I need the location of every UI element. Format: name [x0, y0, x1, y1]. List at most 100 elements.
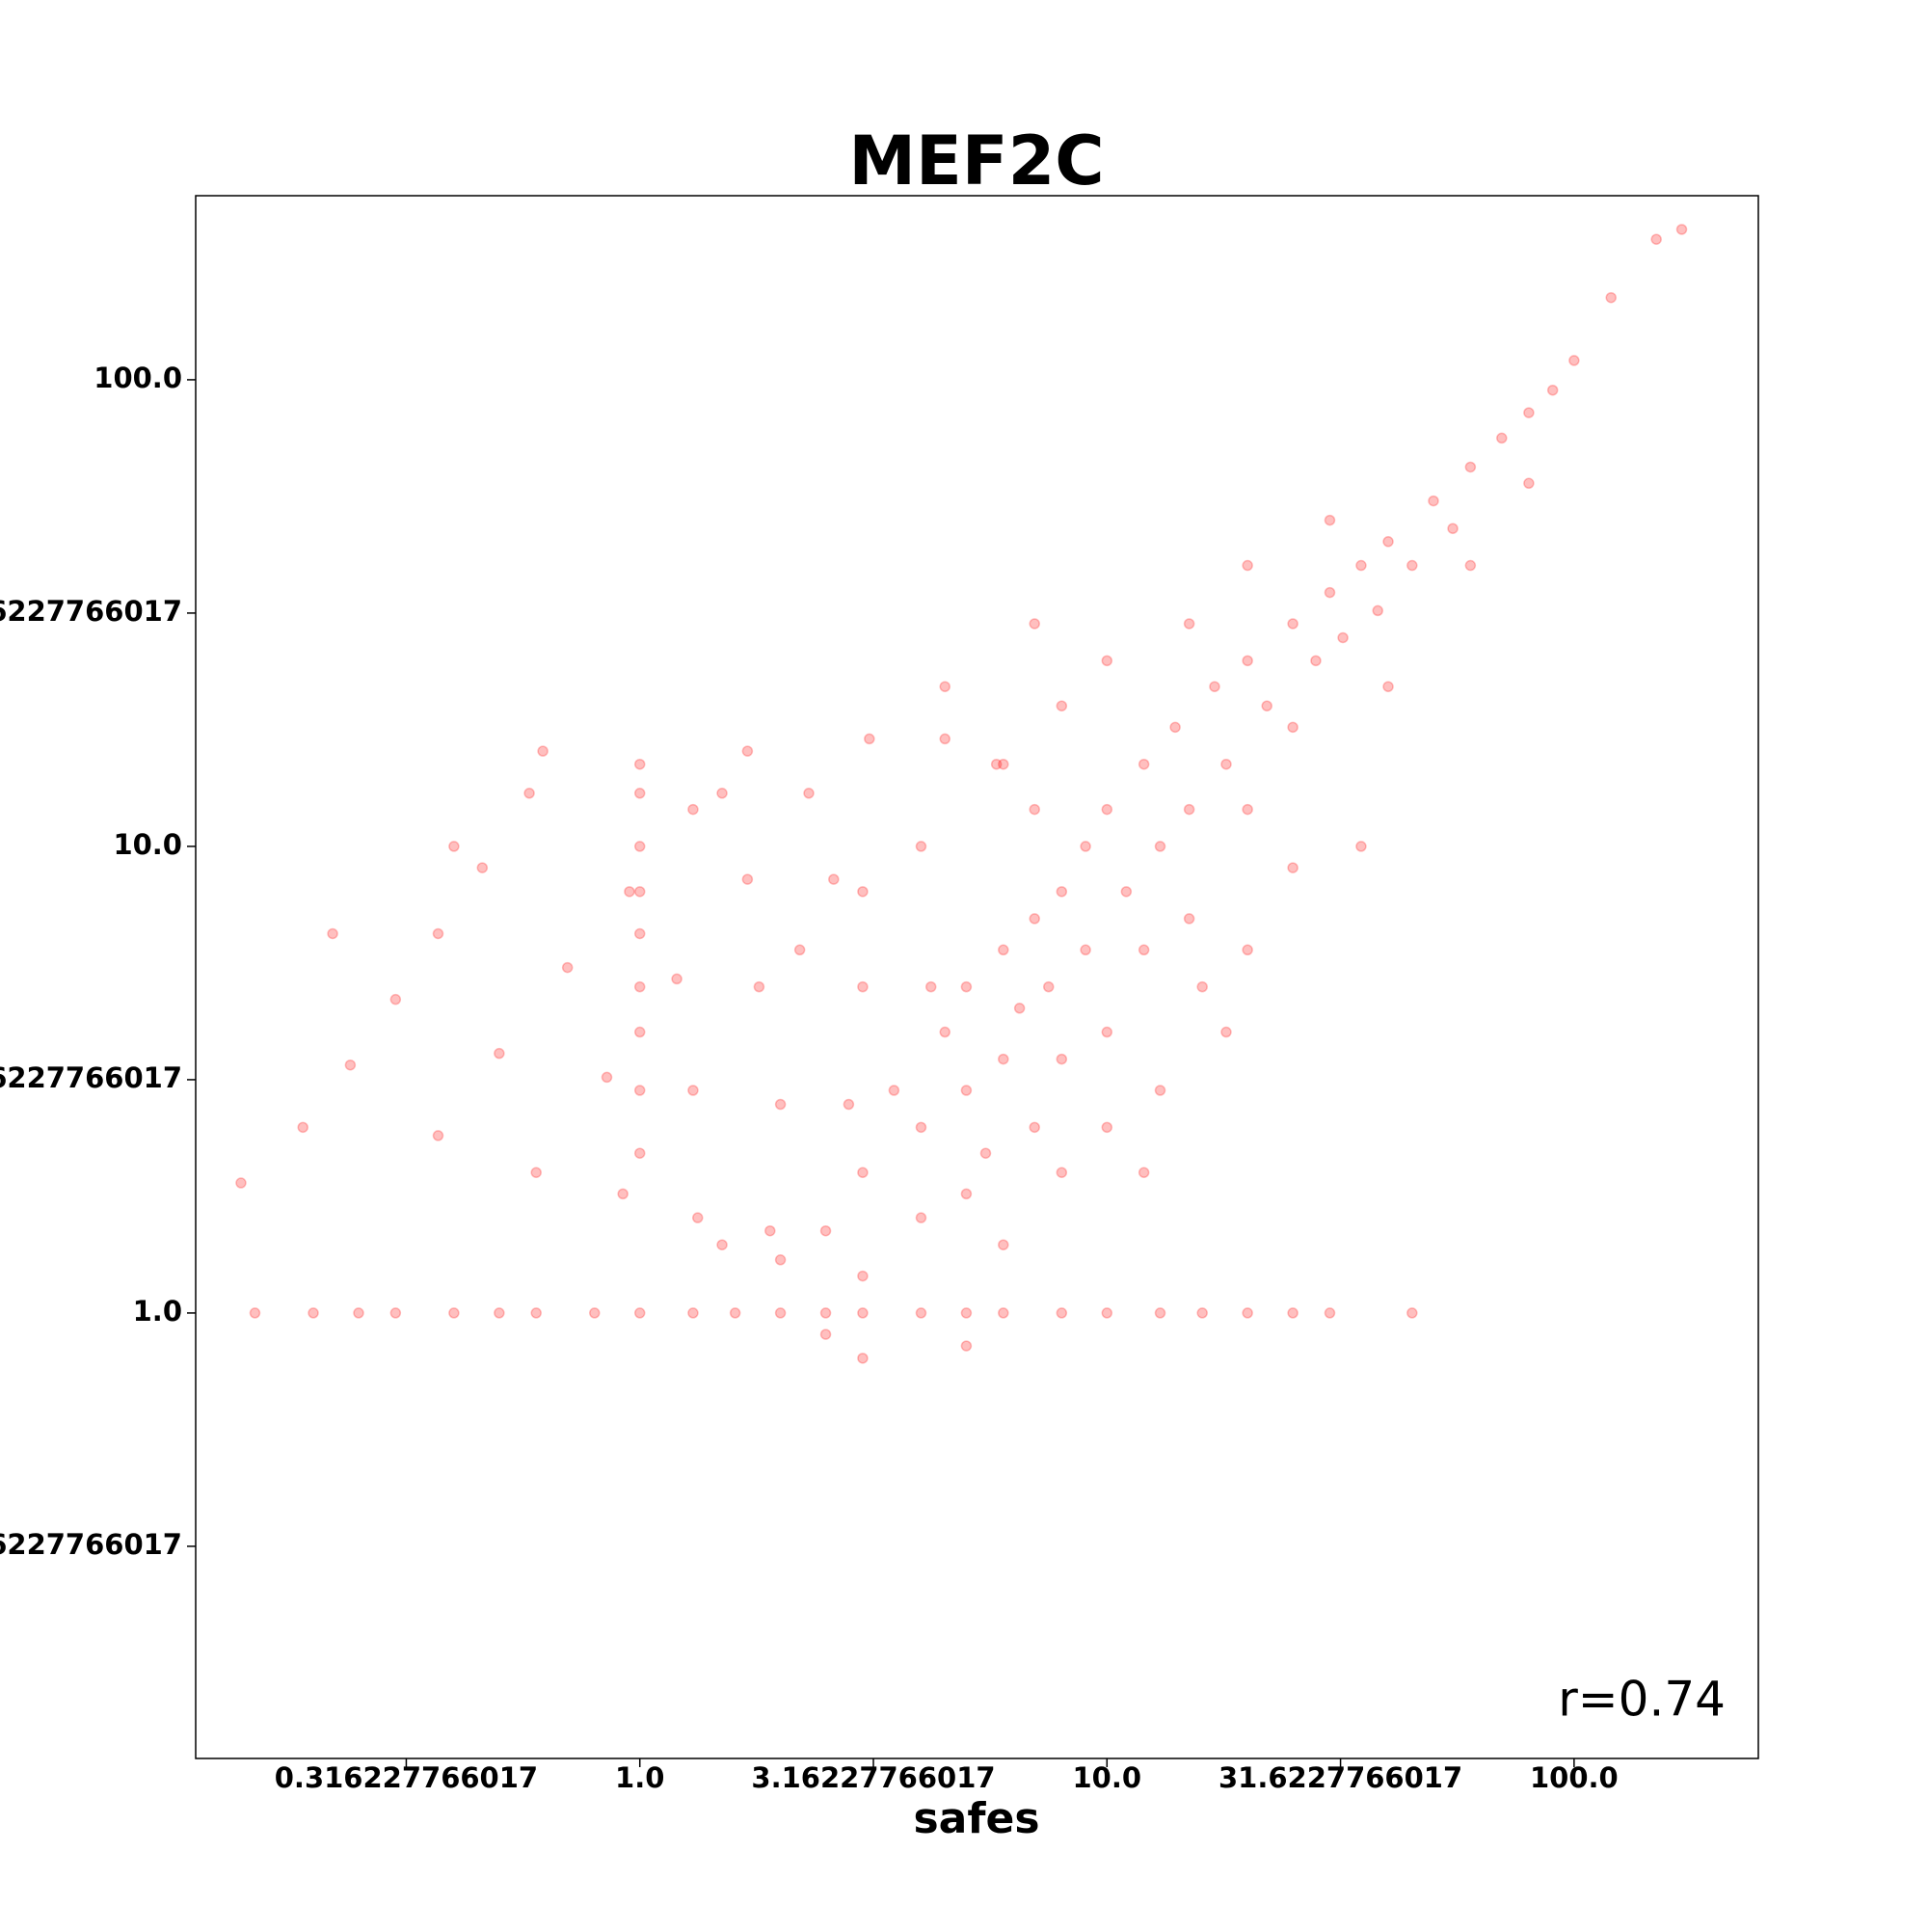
point — [1447, 523, 1459, 534]
point — [1523, 477, 1535, 490]
point — [1382, 536, 1394, 548]
x-tick-label: 31.6227766017 — [1218, 1761, 1462, 1794]
point — [633, 1026, 646, 1038]
annotation: r=0.74 — [1558, 1672, 1726, 1728]
point — [1120, 886, 1133, 898]
point — [633, 980, 646, 993]
point — [857, 886, 869, 898]
point — [960, 1307, 973, 1319]
point — [764, 1224, 776, 1237]
point — [1138, 1167, 1150, 1178]
point — [1337, 631, 1349, 644]
point — [716, 788, 728, 799]
point — [633, 886, 646, 898]
x-tick-label: 1.0 — [615, 1761, 664, 1794]
point — [1169, 721, 1181, 734]
point — [857, 1270, 869, 1282]
point — [633, 1085, 646, 1096]
point — [888, 1085, 900, 1096]
point — [741, 873, 754, 885]
point — [1101, 655, 1113, 667]
point — [476, 862, 489, 873]
point — [1324, 586, 1336, 599]
point — [960, 1188, 973, 1200]
point — [687, 1085, 699, 1096]
point — [353, 1307, 364, 1319]
point — [803, 788, 815, 799]
point — [297, 1121, 308, 1134]
point — [1209, 681, 1220, 692]
point — [1310, 655, 1322, 667]
point — [939, 681, 951, 692]
point — [1220, 758, 1232, 770]
point — [1382, 681, 1394, 692]
plot-frame — [195, 195, 1759, 1759]
point — [716, 1239, 728, 1250]
point — [1154, 1085, 1166, 1096]
point — [1220, 1026, 1232, 1038]
point — [729, 1307, 741, 1319]
point — [1355, 559, 1367, 572]
point — [494, 1307, 505, 1319]
point — [1324, 514, 1336, 526]
point — [389, 1307, 402, 1319]
point — [1242, 559, 1253, 572]
point — [990, 758, 1003, 770]
y-tick-label: 10.0 — [113, 828, 182, 861]
point — [1029, 913, 1040, 925]
point — [537, 745, 549, 757]
point — [915, 1307, 927, 1319]
point — [633, 1147, 646, 1159]
point — [828, 873, 840, 885]
point — [1101, 1121, 1113, 1134]
point — [1056, 1307, 1068, 1319]
point — [998, 758, 1009, 770]
point — [1029, 1121, 1040, 1134]
point — [561, 961, 574, 974]
point — [1287, 862, 1299, 873]
point — [633, 841, 646, 852]
point — [1154, 841, 1166, 852]
point — [998, 1239, 1009, 1250]
point — [1029, 803, 1040, 816]
point — [1324, 1307, 1336, 1319]
point — [1287, 1307, 1299, 1319]
point — [1029, 618, 1040, 630]
point — [1650, 233, 1662, 245]
point — [843, 1098, 855, 1111]
point — [530, 1307, 542, 1319]
y-tick-label: 100.0 — [94, 362, 182, 394]
point — [1568, 355, 1580, 366]
y-tick-label: 1.0 — [133, 1295, 182, 1328]
point — [1496, 432, 1508, 444]
point — [915, 1121, 927, 1134]
point — [1406, 559, 1418, 572]
point — [1406, 1307, 1418, 1319]
point — [1080, 841, 1091, 852]
point — [1154, 1307, 1166, 1319]
point — [687, 1307, 699, 1319]
point — [774, 1307, 787, 1319]
point — [1523, 407, 1535, 418]
x-tick-label: 0.316227766017 — [275, 1761, 538, 1794]
x-tick-label: 10.0 — [1073, 1761, 1142, 1794]
point — [1080, 944, 1091, 956]
point — [819, 1328, 832, 1340]
point — [774, 1098, 787, 1111]
point — [1101, 1307, 1113, 1319]
point — [939, 733, 951, 745]
point — [1138, 944, 1150, 956]
point — [1242, 803, 1253, 816]
point — [624, 886, 635, 898]
point — [915, 1212, 927, 1223]
point — [741, 745, 754, 757]
point — [601, 1071, 613, 1084]
point — [1242, 944, 1253, 956]
point — [753, 980, 765, 993]
point — [1355, 841, 1367, 852]
x-tick-label: 3.16227766017 — [751, 1761, 995, 1794]
point — [249, 1307, 261, 1319]
point — [1056, 700, 1068, 711]
point — [1605, 291, 1617, 304]
